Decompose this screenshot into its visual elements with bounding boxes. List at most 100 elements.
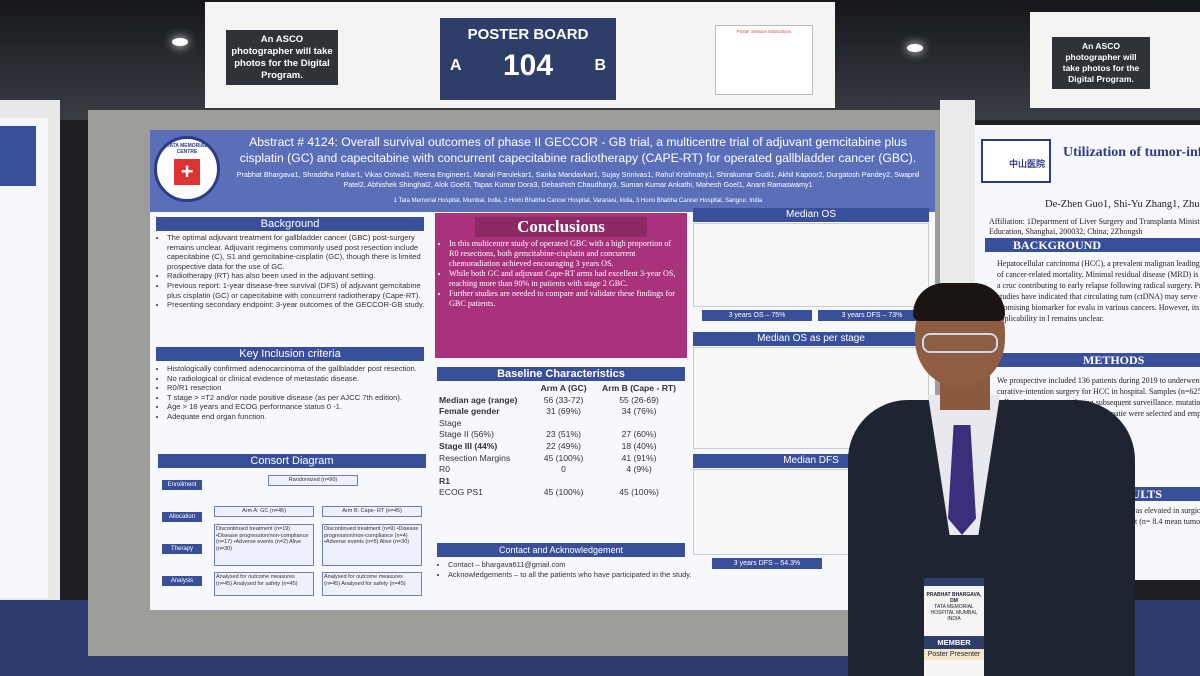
right-heading: BACKGROUND [985,238,1200,252]
analysis-b: Analysed for outcome measures (n=45) Ana… [322,572,422,596]
cell: 23 (51%) [546,429,581,440]
right-affiliation: Affiliation: 1Department of Liver Surger… [989,217,1200,236]
stage: Allocation [162,512,202,522]
randomized: Randomized (n=90) [268,475,358,486]
glasses [922,333,998,353]
right-text: tration was elevated in surgical treatme… [1107,506,1200,526]
list-item: No radiological or clinical evidence of … [167,374,435,384]
cell: 34 (76%) [621,406,657,417]
stage: Enrollment [162,480,202,490]
conclusions-list: In this multicentre study of operated GB… [435,239,681,309]
section-heading: Consort Diagram [158,454,426,468]
right-title: Utilization of tumor-info [1063,145,1200,160]
table-header: Arm A (GC) Arm B (Cape - RT) [437,383,685,395]
board-number: 104 [502,49,554,82]
authors: Prabhat Bhargava1, Shraddha Patkar1, Vik… [236,170,920,189]
board-label: POSTER BOARD [467,26,589,43]
cell: R1 [439,475,450,486]
list-item: While both GC and adjuvant Cape-RT arms … [449,269,681,289]
logo-text: TATA MEMORIAL CENTRE [166,143,208,155]
list-item: The optimal adjuvant treatment for gallb… [167,233,435,271]
cell: Stage II (56%) [439,429,494,440]
list-item: T stage > =T2 and/or node positive disea… [167,393,435,403]
conclusions-heading: Conclusions [475,217,647,237]
list-item: Acknowledgements – to all the patients w… [448,570,696,580]
cell: 18 (40%) [621,440,657,451]
cell: Median age (range) [439,394,518,405]
side-b: B [594,57,606,74]
photographer-note: An ASCO photographer will take photos fo… [226,30,338,85]
list-item: Contact – bhargava611@gmail.com [448,560,696,570]
stage: Therapy [162,544,202,554]
cell: R0 [439,464,450,475]
list-item: Adequate end organ function. [167,412,435,422]
cell: 27 (60%) [621,429,657,440]
table-row: Resection Margins 45 (100%) 41 (91%) [437,453,685,465]
cell: 22 (49%) [546,440,581,451]
section-heading: Key Inclusion criteria [156,347,424,361]
logo: TATA MEMORIAL CENTRE + [154,136,220,202]
hospital-logo: 中山医院 [981,139,1051,183]
cell: Resection Margins [439,452,511,463]
table: Arm A (GC) Arm B (Cape - RT) Median age (r… [437,383,685,499]
baseline-table: Arm A (GC) Arm B (Cape - RT) Median age (r… [437,383,685,499]
table-row: Stage II (56%) 23 (51%) 27 (60%) [437,429,685,441]
badge: PRABHAT BHARGAVA, DM TATA MEMORIAL HOSPI… [924,578,984,676]
result-tag: 3 years OS – 75% [702,310,812,321]
cell: 55 (26-69) [619,394,659,405]
sign: An ASCO photographer will take photos fo… [205,2,835,108]
cell: 56 (33-72) [543,394,584,405]
list-item: Radiotherapy (RT) has also been used in … [167,271,435,281]
km-plot [693,223,929,307]
inclusion-list: Histologically confirmed adenocarcinoma … [156,364,435,422]
list-item: Presenting secondary endpoint: 3-year ou… [167,300,435,310]
analysis-a: Analysed for outcome measures (n=45) Ana… [214,572,314,596]
side-a: A [450,57,462,74]
sign: An ASCO photographer will take photos fo… [1030,12,1200,108]
section-heading: Median OS as per stage [693,332,929,346]
table-row: R1 [437,476,685,488]
poster-header [150,130,935,212]
cell: 45 (100%) [619,487,659,498]
right-text: Hepatocellular carcinoma (HCC), a preval… [997,259,1200,323]
table-row: Female gender 31 (69%) 34 (76%) [437,406,685,418]
right-heading: METHODS [985,353,1200,367]
table-row: Stage III (44%) 22 (49%) 18 (40%) [437,441,685,453]
cell: Stage III (44%) [439,440,498,451]
section-heading: Contact and Acknowledgement [437,543,685,557]
cell: Female gender [439,406,500,417]
hair [913,283,1005,321]
therapy-a: Discontinued treatment (n=19) •Disease p… [214,524,314,566]
cell: 45 (100%) [543,487,584,498]
badge-ribbon: Poster Presenter [924,649,984,660]
consort-stages: Enrollment Allocation Therapy Analysis [162,480,202,586]
left-poster-band [0,126,36,186]
section-heading: Background [156,217,424,231]
result-tag: 3 years DFS – 73% [818,310,926,321]
cell: 45 (100%) [543,452,584,463]
light [172,38,188,46]
cell: 4 (9%) [626,464,652,475]
left-poster [0,118,48,598]
result-tag: 3 years DFS – 54.3% [712,558,822,569]
right-authors: De-Zhen Guo1, Shi-Yu Zhang1, Zhu-J [1045,199,1200,210]
badge-role: MEMBER [924,636,984,649]
tie [948,425,976,535]
conclusions-box: Conclusions In this multicentre study of… [435,213,687,358]
light [907,44,923,52]
column-header: Arm A (GC) [540,383,587,393]
table-row: Median age (range) 56 (33-72) 55 (26-69) [437,395,685,407]
column-header: Arm B (Cape - RT) [602,383,677,393]
cell: 31 (69%) [546,406,581,417]
cell [437,383,534,395]
arm-a: Arm A: GC (n=45) [214,506,314,517]
poster-title: Abstract # 4124: Overall survival outcom… [239,135,917,165]
instructions-sheet: Poster Session Instructions [715,25,813,95]
cell: ECOG PS1 [439,487,483,498]
table-row: ECOG PS1 45 (100%) 45 (100%) [437,487,685,499]
poster-board-label: POSTER BOARD A 104 B [440,18,616,100]
list-item: Previous report: 1-year disease-free sur… [167,281,435,300]
cell: 41 (91%) [621,452,657,463]
list-item: Further studies are needed to compare an… [449,289,681,309]
